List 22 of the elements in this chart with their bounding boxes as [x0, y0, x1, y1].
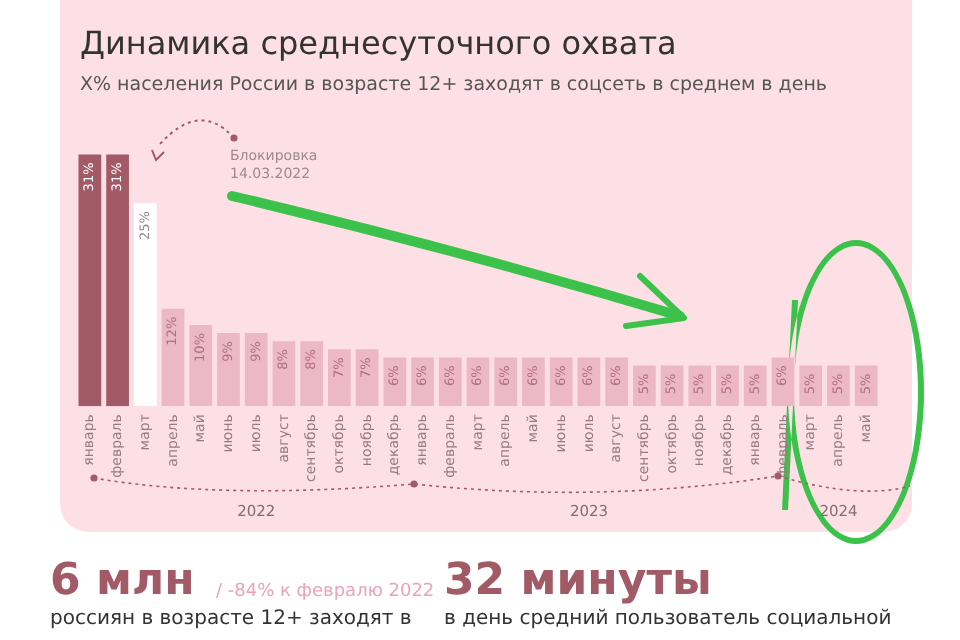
text: 6 млн: [50, 556, 195, 606]
bar: [106, 154, 129, 407]
chart-subtitle: X% населения России в возрасте 12+ заходят в соцсеть в среднем в день: [80, 74, 828, 96]
bar: [133, 203, 157, 407]
bar: [189, 324, 213, 407]
chart-title: Динамика среднесуточного охвата: [80, 24, 677, 62]
bar: [300, 341, 324, 407]
bar: [217, 333, 240, 407]
text: / -84% к февралю 2022: [216, 582, 435, 602]
bar: [438, 357, 462, 407]
text: россиян в возрасте 12+ заходят в: [50, 608, 412, 630]
bar: [605, 357, 628, 407]
text: в день средний пользователь социальной: [444, 608, 892, 630]
bar: [549, 357, 573, 407]
bar: [78, 154, 102, 407]
bar: [522, 357, 545, 407]
text: 32 минуты: [444, 556, 712, 606]
bar: [328, 349, 351, 407]
bar: [383, 357, 407, 407]
bar: [244, 333, 268, 407]
bar: [411, 357, 434, 407]
bar: [494, 357, 518, 407]
